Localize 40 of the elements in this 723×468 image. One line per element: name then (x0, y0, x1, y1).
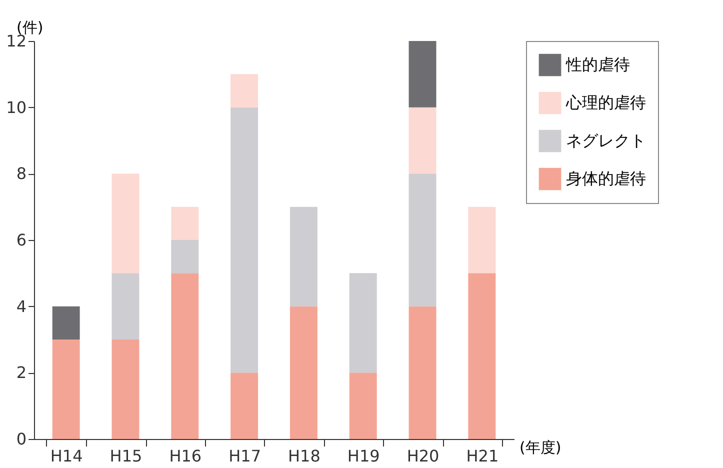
x-tick-label: H17 (228, 446, 261, 466)
bar (230, 372, 258, 439)
bar (230, 74, 258, 108)
bar (52, 306, 80, 340)
x-tick-label: H16 (169, 446, 202, 466)
bar (112, 340, 140, 439)
bar (112, 273, 140, 340)
x-tick-label: H18 (288, 446, 320, 466)
y-tick-label: 8 (16, 164, 26, 184)
bar (290, 306, 318, 439)
x-axis-title: (年度) (520, 438, 562, 456)
y-tick-label: 4 (16, 296, 26, 316)
legend-label: 心理的虐待 (565, 93, 646, 112)
legend-label: ネグレクト (566, 131, 646, 150)
bar (408, 306, 436, 439)
legend-label: 身体的虐待 (566, 169, 646, 188)
y-tick-label: 0 (16, 430, 26, 448)
x-tick-label: H20 (406, 446, 440, 466)
x-tick-label: H14 (50, 446, 83, 466)
bar (112, 174, 140, 274)
bar (408, 174, 436, 306)
bar (349, 372, 377, 439)
bar (468, 273, 496, 439)
bar (171, 240, 199, 274)
y-tick-label: 10 (6, 98, 26, 117)
bar (468, 206, 496, 274)
bar (171, 273, 199, 439)
x-tick-label: H19 (347, 446, 380, 466)
x-tick-label: H15 (110, 446, 142, 466)
legend-label: 性的虐待 (565, 55, 630, 74)
bar (349, 273, 377, 373)
bar (230, 107, 258, 373)
bar (290, 206, 318, 306)
y-tick-label: 6 (16, 230, 26, 250)
bar (52, 340, 80, 439)
bar (408, 107, 436, 174)
x-tick-label: H21 (466, 446, 499, 466)
y-tick-label: 2 (16, 363, 26, 382)
bar (171, 206, 199, 240)
bar (408, 41, 436, 108)
